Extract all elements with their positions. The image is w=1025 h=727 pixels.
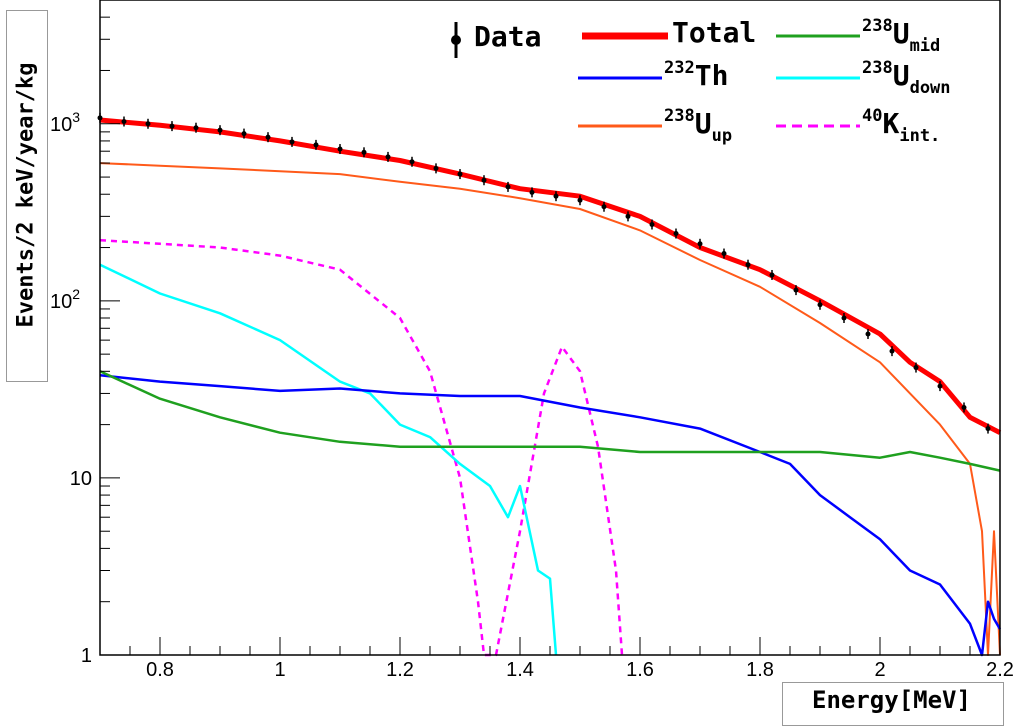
legend-isotope-number: 238 (862, 16, 893, 36)
legend-subscript: down (909, 78, 951, 98)
data-point (265, 134, 271, 140)
x-tick-label: 2.2 (986, 659, 1014, 681)
legend-subscript: int. (899, 126, 941, 146)
data-point (481, 177, 487, 183)
series-line-k40 (99, 238, 624, 657)
series-line-u238mid (99, 370, 1001, 472)
series-line-u238up (99, 162, 1001, 656)
y-tick-label: 103 (50, 109, 80, 136)
data-point (169, 123, 175, 129)
data-point (385, 154, 391, 160)
legend-entry-th232: 232Th (664, 58, 728, 92)
legend-isotope-number: 232 (664, 58, 695, 78)
legend-entry-k40: 40Kint. (862, 106, 940, 146)
data-point (241, 131, 247, 137)
legend-label: U (694, 107, 712, 140)
data-point (553, 193, 559, 199)
data-point (745, 262, 751, 268)
data-point (121, 118, 127, 124)
series-line-total (99, 117, 1002, 435)
data-point (217, 127, 223, 133)
data-point (961, 404, 967, 410)
data-point (529, 189, 535, 195)
data-point (505, 184, 511, 190)
y-tick-label: 102 (50, 286, 80, 313)
data-point (361, 149, 367, 155)
legend-isotope-number: 238 (862, 58, 893, 78)
legend-entry-total: Total (672, 16, 756, 49)
data-point (145, 121, 151, 127)
data-point (625, 213, 631, 219)
data-point (289, 139, 295, 145)
data-point (793, 287, 799, 293)
data-point (865, 331, 871, 337)
data-point (433, 165, 439, 171)
data-point (937, 383, 943, 389)
y-tick-label: 1 (81, 645, 92, 667)
data-point (577, 197, 583, 203)
legend-label: Data (474, 20, 542, 53)
data-point (457, 171, 463, 177)
legend-entry-data: Data (474, 20, 541, 53)
legend-isotope-number: 40 (862, 106, 883, 126)
data-point (649, 221, 655, 227)
data-point (769, 272, 775, 278)
data-point (193, 125, 199, 131)
series-line-th232 (99, 374, 1002, 657)
legend-entry-u238mid: 238Umid (862, 16, 940, 56)
data-point (697, 241, 703, 247)
legend-label: U (892, 17, 910, 50)
x-tick-label: 1.2 (386, 659, 414, 681)
x-tick-label: 2 (874, 659, 885, 681)
data-point (409, 159, 415, 165)
x-axis-label-box (782, 682, 1004, 726)
y-axis-label-box (6, 10, 48, 382)
legend-label: Total (672, 16, 757, 49)
data-point (817, 302, 823, 308)
y-axis-label: Events/2 keV/year/kg (13, 62, 39, 328)
x-tick-label: 0.8 (146, 659, 174, 681)
data-point (721, 251, 727, 257)
x-tick-label: 1 (274, 659, 285, 681)
data-point (889, 348, 895, 354)
data-point (841, 315, 847, 321)
legend-subscript: mid (909, 36, 941, 56)
series-line-u238down (99, 263, 558, 656)
data-point (337, 146, 343, 152)
x-tick-label: 1.6 (626, 659, 654, 681)
x-tick-label: 1.4 (506, 659, 534, 681)
data-point (673, 231, 679, 237)
legend-entry-u238down: 238Udown (862, 58, 951, 98)
x-axis-label: Energy[MeV] (812, 686, 971, 714)
legend-marker-data-dot (451, 35, 461, 45)
data-point (985, 426, 991, 432)
data-point (313, 142, 319, 148)
legend-label: K (882, 107, 900, 140)
legend-label: U (892, 59, 910, 92)
data-point (601, 204, 607, 210)
legend-isotope-number: 238 (664, 106, 695, 126)
legend-label: Th (694, 59, 729, 92)
data-point (913, 365, 919, 371)
legend-entry-u238up: 238Uup (664, 106, 732, 146)
x-tick-label: 1.8 (746, 659, 774, 681)
y-tick-label: 10 (70, 468, 92, 490)
legend-subscript: up (711, 126, 733, 146)
